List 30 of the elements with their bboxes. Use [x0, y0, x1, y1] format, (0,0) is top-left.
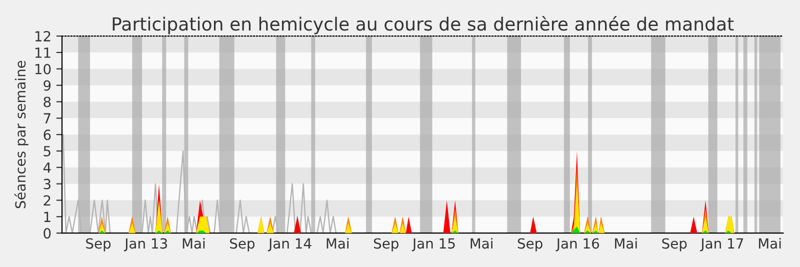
y-tick-label: 0: [44, 228, 51, 239]
chart-title: Participation en hemicycle au cours de sa dernière année de mandat: [112, 16, 734, 34]
x-tick-label: Jan 16: [556, 238, 600, 252]
x-tick-label: Sep: [662, 238, 687, 252]
x-tick-label: Jan 15: [412, 238, 455, 252]
y-tick-label: 8: [44, 96, 51, 108]
x-tick-label: Mai: [758, 238, 781, 249]
x-tick-label: Mai: [615, 238, 637, 249]
x-tick-label: Sep: [374, 238, 398, 252]
x-tick-label: Jan 17: [700, 238, 744, 252]
x-tick-label: Sep: [230, 238, 255, 252]
y-tick-label: 5: [44, 146, 50, 156]
x-tick-label: Jan 13: [124, 238, 168, 252]
x-tick-label: Sep: [86, 238, 111, 252]
x-tick-label: Mai: [470, 238, 492, 249]
x-tick-label: Mai: [326, 238, 348, 249]
y-tick-label: 3: [44, 178, 50, 190]
x-tick-label: Mai: [182, 238, 205, 249]
y-tick-label: 9: [44, 80, 51, 91]
y-tick-label: 6: [44, 130, 51, 140]
y-tick-label: 11: [35, 48, 50, 58]
x-tick-label: Sep: [518, 238, 542, 252]
y-tick-label: 10: [35, 64, 51, 74]
y-tick-label: 12: [35, 31, 50, 42]
y-tick-label: 1: [44, 212, 50, 222]
y-tick-label: 2: [44, 195, 50, 206]
y-tick-label: 4: [43, 162, 51, 173]
y-tick-label: 7: [44, 113, 50, 124]
y-axis-title: Séances par semaine: [14, 60, 28, 208]
x-tick-label: Jan 14: [268, 238, 312, 252]
